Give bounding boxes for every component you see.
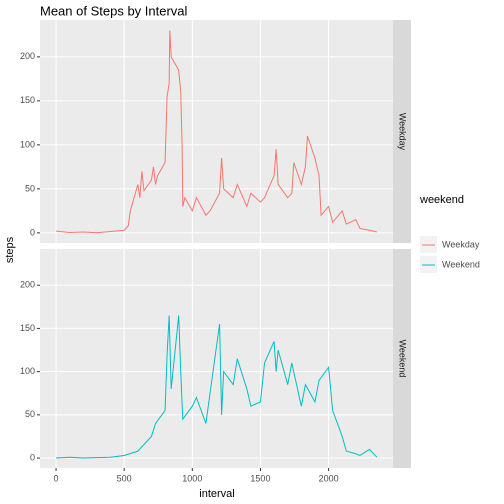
legend-title: weekend xyxy=(419,194,464,206)
data-line xyxy=(56,30,378,234)
y-tick-label: 150 xyxy=(20,95,35,105)
strip-label: Weekday xyxy=(398,113,408,151)
x-tick-label: 0 xyxy=(54,473,59,483)
strip-label: Weekend xyxy=(398,340,408,378)
y-tick-label: 50 xyxy=(25,409,35,419)
strip xyxy=(393,20,411,243)
x-tick-label: 1500 xyxy=(250,473,270,483)
y-tick-label: 0 xyxy=(30,452,35,462)
y-tick-label: 100 xyxy=(20,139,35,149)
y-axis-label: steps xyxy=(4,236,16,263)
y-tick-label: 200 xyxy=(20,51,35,61)
strip xyxy=(393,249,411,468)
x-axis-label: interval xyxy=(199,488,234,500)
legend-label: Weekend xyxy=(442,259,480,269)
legend-label: Weekday xyxy=(442,239,480,249)
data-line xyxy=(56,315,378,459)
x-tick-label: 1000 xyxy=(182,473,202,483)
y-tick-label: 200 xyxy=(20,280,35,290)
y-tick-label: 100 xyxy=(20,366,35,376)
y-tick-label: 150 xyxy=(20,323,35,333)
y-tick-label: 50 xyxy=(25,183,35,193)
panel-background xyxy=(40,20,393,243)
y-tick-label: 0 xyxy=(30,227,35,237)
x-tick-label: 2000 xyxy=(319,473,339,483)
x-tick-label: 500 xyxy=(117,473,132,483)
chart-title: Mean of Steps by Interval xyxy=(40,3,188,18)
panel-background xyxy=(40,249,393,468)
